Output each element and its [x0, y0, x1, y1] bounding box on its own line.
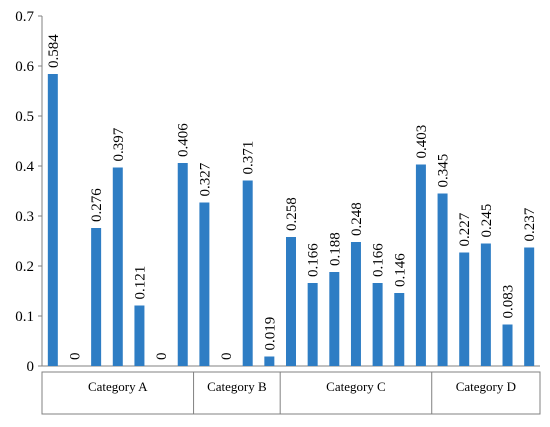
y-tick-label: 0.1: [15, 309, 34, 325]
bar: [329, 272, 340, 366]
data-labels: 0.584 0 0.276 0.397 0.121 0 0.406 0.327 0 0.371 0.…: [46, 34, 538, 360]
bar: [524, 247, 535, 366]
data-label: 0.371: [241, 141, 257, 175]
category-label: Category A: [88, 379, 148, 394]
category-table-border: [41, 371, 541, 415]
data-label: 0: [219, 353, 235, 361]
bar: [47, 74, 58, 366]
data-label: 0.227: [457, 212, 473, 246]
data-label: 0.584: [46, 34, 62, 68]
category-label: Category D: [456, 379, 516, 394]
y-tick-label: 0.5: [15, 109, 34, 125]
data-label: 0.276: [89, 188, 105, 222]
data-label: 0.146: [392, 253, 408, 287]
data-label: 0.019: [262, 317, 278, 351]
category-label: Category C: [326, 379, 386, 394]
bar: [502, 324, 513, 366]
data-label: 0.237: [522, 207, 538, 241]
bar: [459, 252, 470, 366]
bar: [415, 164, 426, 366]
bar: [112, 167, 123, 366]
bar: [307, 283, 318, 366]
data-label: 0: [154, 353, 170, 361]
bar: [437, 193, 448, 366]
data-label: 0.121: [132, 266, 148, 300]
bar: [91, 228, 102, 366]
bar: [264, 356, 275, 366]
data-label: 0.403: [414, 125, 430, 159]
y-tick-label: 0.4: [15, 159, 34, 175]
bar: [134, 305, 145, 366]
bar: [350, 242, 361, 366]
data-label: 0.397: [111, 127, 127, 161]
data-label: 0.327: [197, 162, 213, 196]
data-label: 0.188: [327, 232, 343, 266]
category-label: Category B: [207, 379, 267, 394]
category-table: Category A Category B Category C Category D: [41, 371, 541, 415]
bar: [286, 237, 296, 366]
data-label: 0.166: [371, 243, 387, 277]
bar: [177, 163, 188, 366]
y-tick-label: 0.2: [15, 259, 34, 275]
y-axis: 0 0.1 0.2 0.3 0.4 0.5 0.6 0.7: [15, 9, 540, 375]
data-label: 0.083: [501, 285, 517, 319]
data-label: 0.258: [284, 197, 300, 231]
data-label: 0.406: [176, 123, 192, 157]
y-tick-label: 0.7: [15, 9, 34, 25]
y-tick-label: 0: [27, 359, 35, 375]
bars: [47, 74, 535, 366]
bar: [242, 180, 253, 366]
y-tick-label: 0.3: [15, 209, 34, 225]
data-label: 0.345: [436, 154, 452, 188]
data-label: 0.166: [306, 243, 322, 277]
y-tick-label: 0.6: [15, 59, 34, 75]
data-label: 0.248: [349, 202, 365, 236]
bar: [372, 283, 383, 366]
data-label: 0: [67, 353, 83, 361]
bar: [394, 293, 405, 366]
bar: [199, 202, 210, 366]
data-label: 0.245: [479, 204, 495, 238]
bar: [480, 243, 491, 366]
